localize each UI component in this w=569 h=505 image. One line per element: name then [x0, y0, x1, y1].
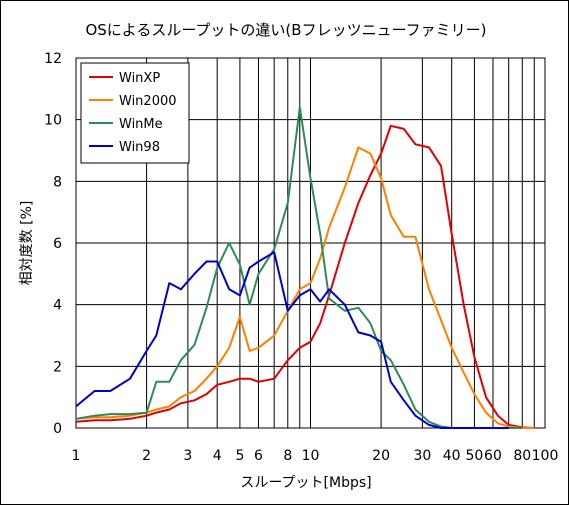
- x-tick-label-2: 3: [183, 448, 192, 464]
- y-tick-label-4: 8: [53, 174, 62, 190]
- x-tick-label-8: 20: [372, 448, 390, 464]
- x-tick-label-1: 2: [142, 448, 151, 464]
- series-line-win98: [75, 251, 509, 429]
- y-axis-label: 相対度数 [%]: [19, 201, 35, 286]
- y-tick-label-5: 10: [44, 113, 62, 129]
- legend-label-winxp: WinXP: [119, 71, 160, 86]
- legend-label-win98: Win98: [119, 140, 160, 155]
- x-tick-label-0: 1: [72, 448, 81, 464]
- grid: [76, 58, 545, 428]
- x-tick-label-10: 40: [443, 448, 461, 464]
- x-tick-label-9: 30: [413, 448, 431, 464]
- y-tick-label-1: 2: [53, 359, 62, 375]
- series-lines: [75, 106, 535, 429]
- y-tick-label-2: 4: [53, 298, 62, 314]
- x-tick-label-6: 8: [283, 448, 292, 464]
- x-tick-label-7: 10: [302, 448, 320, 464]
- x-axis-label: スループット[Mbps]: [240, 475, 371, 491]
- legend-label-win2000: Win2000: [119, 94, 177, 109]
- legend-label-winme: WinMe: [119, 117, 163, 132]
- y-tick-label-0: 0: [53, 421, 62, 437]
- x-tick-label-5: 6: [254, 448, 263, 464]
- x-axis-ticks: 1 2 3 4 5 6 8 10 20 30 40 50 60 80 100: [72, 448, 559, 464]
- series-line-winxp: [75, 124, 535, 429]
- x-tick-label-12: 60: [484, 448, 502, 464]
- y-tick-label-3: 6: [53, 236, 62, 252]
- x-tick-label-3: 4: [213, 448, 222, 464]
- y-axis-ticks: 0 2 4 6 8 10 12: [44, 51, 62, 437]
- x-tick-label-13: 80: [513, 448, 531, 464]
- x-tick-label-4: 5: [235, 448, 244, 464]
- x-tick-label-14: 100: [532, 448, 559, 464]
- x-tick-label-11: 50: [465, 448, 483, 464]
- y-tick-label-6: 12: [44, 51, 62, 67]
- plot-area: [75, 57, 546, 429]
- series-line-win2000: [75, 146, 535, 429]
- chart-title: OSによるスループットの違い(Bフレッツニューファミリー): [85, 21, 486, 39]
- legend: WinXP Win2000 WinMe Win98: [80, 62, 190, 164]
